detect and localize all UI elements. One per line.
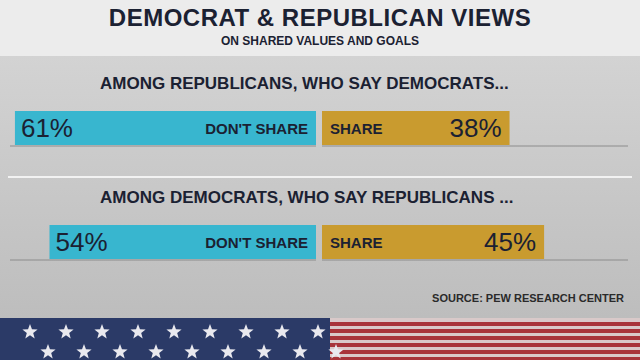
html-text:AMONG REPUBLICANS, WHO SAY DEM: AMONG REPUBLICANS, WHO SAY DEMOCRATS...: [100, 74, 509, 93]
svg-text:DON'T SHARE: DON'T SHARE: [205, 120, 308, 137]
html-text:DEMOCRAT & REPUBLICAN VIEWS: DEMOCRAT & REPUBLICAN VIEWS: [108, 4, 532, 31]
svg-text:38%: 38%: [450, 113, 502, 143]
svg-text:SHARE: SHARE: [330, 234, 383, 251]
svg-text:DON'T SHARE: DON'T SHARE: [205, 234, 308, 251]
svg-text:54%: 54%: [55, 227, 107, 257]
svg-text:61%: 61%: [21, 113, 73, 143]
html-text:ON SHARED VALUES AND GOALS: ON SHARED VALUES AND GOALS: [221, 34, 419, 48]
html-text:AMONG DEMOCRATS, WHO SAY REPUB: AMONG DEMOCRATS, WHO SAY REPUBLICANS ...: [100, 188, 514, 207]
html-text:SOURCE: PEW RESEARCH CENTER: SOURCE: PEW RESEARCH CENTER: [432, 292, 624, 304]
svg-text:SHARE: SHARE: [330, 120, 383, 137]
svg-text:45%: 45%: [484, 227, 536, 257]
